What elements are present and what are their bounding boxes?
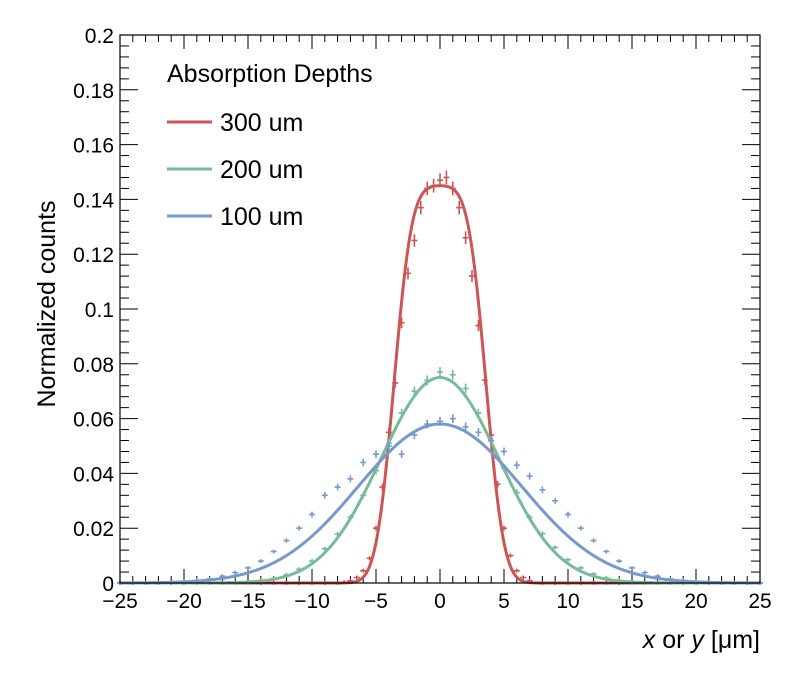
y-tick-label: 0.18	[73, 80, 114, 103]
legend-title: Absorption Depths	[167, 60, 373, 88]
plot-frame	[119, 34, 761, 584]
x-tick-label: 5	[498, 590, 510, 613]
x-tick-label: −10	[294, 590, 330, 613]
y-tick-label: 0.16	[73, 135, 114, 158]
fit-curve	[120, 375, 760, 585]
x-axis-title-var-x: x	[642, 626, 657, 654]
x-axis-title: x or y [μm]	[642, 626, 760, 654]
x-tick-label: −20	[166, 590, 202, 613]
y-tick-label: 0	[102, 573, 114, 596]
y-tick-label: 0.12	[73, 244, 114, 267]
tick-labels: −25 −20 −15 −10 −5 0 5 10 15 20 25 0 0.02 0.04 0.06 0.0…	[73, 25, 772, 613]
y-tick-label: 0.1	[85, 299, 114, 322]
x-tick-label: −25	[102, 590, 138, 613]
series-layer	[117, 170, 763, 585]
x-tick-label: 10	[556, 590, 579, 613]
legend: Absorption Depths 300 um 200 um 100 um	[167, 60, 373, 231]
x-tick-label: 20	[684, 590, 707, 613]
y-tick-label: 0.04	[73, 463, 114, 486]
x-tick-label: 0	[434, 590, 446, 613]
y-tick-label: 0.14	[73, 189, 114, 212]
x-tick-label: 25	[748, 590, 771, 613]
legend-label: 300 um	[220, 109, 303, 137]
x-tick-label: −15	[230, 590, 266, 613]
legend-label: 100 um	[220, 203, 303, 231]
series-200-um	[117, 367, 763, 585]
x-tick-label: −5	[364, 590, 388, 613]
y-tick-label: 0.06	[73, 409, 114, 432]
x-axis-title-var-y: y	[689, 626, 705, 654]
y-tick-label: 0.08	[73, 354, 114, 377]
x-axis-title-unit: [μm]	[704, 626, 760, 654]
fit-curve	[120, 184, 760, 585]
axis-ticks	[119, 34, 761, 584]
x-axis-title-or: or	[655, 626, 691, 654]
fit-curve	[120, 422, 760, 585]
x-tick-label: 15	[620, 590, 643, 613]
legend-label: 200 um	[220, 156, 303, 184]
series-100-um	[117, 414, 763, 585]
y-axis-title: Normalized counts	[33, 200, 61, 407]
y-tick-label: 0.2	[85, 25, 114, 48]
y-tick-label: 0.02	[73, 518, 114, 541]
